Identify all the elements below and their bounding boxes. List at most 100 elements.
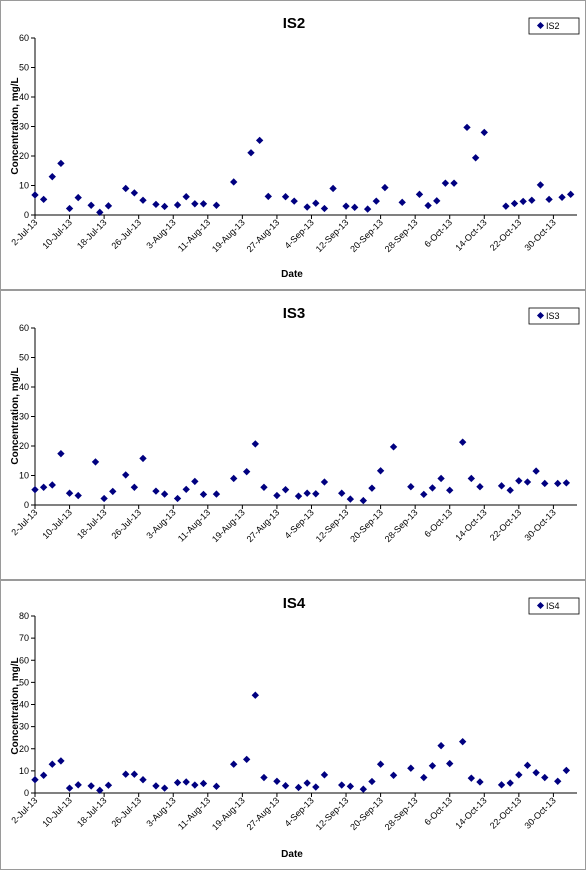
x-tick-label: 14-Oct-13 (453, 795, 488, 830)
data-point (558, 193, 566, 201)
data-point (65, 204, 74, 213)
x-tick-label: 6-Oct-13 (422, 217, 454, 249)
data-point (212, 782, 221, 791)
data-point (290, 197, 298, 205)
data-point (312, 783, 320, 791)
x-tick-label: 27-Aug-13 (245, 795, 282, 832)
data-point (303, 779, 311, 787)
data-point (329, 184, 337, 193)
y-tick-label: 10 (19, 471, 29, 481)
data-point (463, 123, 471, 132)
data-point (515, 771, 523, 779)
y-tick-label: 40 (19, 92, 29, 102)
x-tick-label: 26-Jul-13 (109, 507, 143, 541)
legend-box (528, 17, 580, 35)
data-point (173, 201, 182, 209)
data-point (433, 197, 441, 205)
data-point (251, 440, 259, 448)
data-point (191, 200, 199, 208)
y-tick-label: 50 (19, 63, 29, 73)
data-point (368, 484, 376, 492)
data-point (459, 737, 467, 746)
data-point (39, 483, 48, 491)
x-tick-label: 10-Jul-13 (40, 507, 74, 541)
y-tick-label: 60 (19, 323, 29, 333)
data-point (359, 496, 367, 505)
x-tick-label: 10-Jul-13 (40, 217, 74, 251)
data-point (437, 474, 445, 483)
data-point (182, 485, 190, 494)
x-tick-label: 19-Aug-13 (210, 217, 247, 254)
data-point (247, 149, 255, 157)
x-tick-label: 22-Oct-13 (488, 217, 523, 252)
data-point (160, 490, 169, 498)
data-point (139, 454, 147, 463)
data-point (338, 781, 346, 789)
data-point (294, 492, 303, 500)
data-point (91, 458, 100, 466)
data-point (100, 494, 108, 503)
data-point (502, 202, 510, 210)
x-tick-label: 11-Aug-13 (176, 507, 212, 543)
scatter-chart-is2: IS2 IS2 Concentration, mg/L Date 0 10 20 30… (9, 15, 580, 280)
data-point (523, 761, 532, 770)
x-tick-label: 28-Sep-13 (383, 507, 420, 544)
x-tick-label: 18-Jul-13 (75, 507, 109, 541)
data-point (122, 471, 130, 479)
data-point (351, 203, 359, 212)
data-point (199, 779, 208, 788)
data-point (281, 193, 290, 201)
data-point (48, 172, 56, 181)
data-point (338, 489, 346, 497)
y-axis-label: Concentration, mg/L (10, 367, 21, 464)
data-point (152, 487, 160, 495)
data-point (541, 773, 549, 782)
data-point (459, 438, 467, 446)
x-tick-label: 19-Aug-13 (210, 795, 247, 832)
data-point (182, 193, 190, 201)
data-point (230, 178, 238, 186)
data-point (415, 190, 424, 199)
data-point (420, 490, 428, 499)
x-tick-label: 2-Jul-13 (9, 217, 39, 247)
data-point (173, 494, 182, 503)
y-tick-label: 70 (19, 633, 29, 643)
data-point (160, 202, 169, 211)
x-axis-label: Date (281, 849, 303, 860)
y-tick-label: 80 (19, 611, 29, 621)
x-tick-label: 20-Sep-13 (348, 217, 385, 254)
data-point (476, 778, 484, 786)
x-tick-label: 30-Oct-13 (522, 217, 557, 252)
x-tick-label: 26-Jul-13 (109, 217, 143, 251)
data-point (199, 200, 208, 208)
y-axis-label: Concentration, mg/L (10, 77, 21, 174)
x-tick-label: 26-Jul-13 (109, 795, 143, 829)
data-point (122, 770, 130, 778)
data-point (260, 773, 268, 782)
y-tick-label: 50 (19, 677, 29, 687)
y-axis-label: Concentration, mg/L (10, 657, 21, 754)
chart-panel-is4: IS4 IS4 Concentration, mg/L Date 0 10 20 30… (0, 580, 586, 870)
data-point (74, 491, 82, 500)
data-point (104, 781, 113, 789)
data-point (65, 784, 74, 792)
x-tick-label: 12-Sep-13 (314, 795, 351, 832)
x-tick-label: 20-Sep-13 (348, 507, 385, 544)
x-tick-label: 14-Oct-13 (453, 507, 488, 542)
x-tick-label: 4-Sep-13 (283, 795, 316, 828)
data-point (567, 190, 575, 199)
data-point (363, 205, 372, 213)
data-point (368, 777, 376, 786)
x-tick-label: 22-Oct-13 (488, 507, 523, 542)
data-point (476, 483, 484, 491)
data-point (346, 495, 355, 503)
data-point (31, 485, 39, 494)
y-tick-label: 20 (19, 441, 29, 451)
data-point (506, 486, 514, 494)
data-point (381, 183, 389, 192)
y-tick-label: 0 (24, 788, 29, 798)
data-point (39, 195, 48, 204)
data-point (260, 483, 268, 491)
data-point (342, 202, 350, 210)
legend-label: IS4 (546, 601, 560, 611)
